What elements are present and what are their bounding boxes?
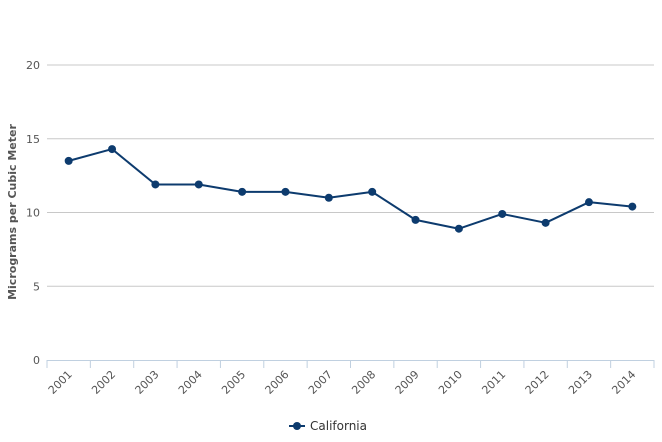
x-tick-label: 2003 (133, 368, 162, 397)
x-tick-label: 2009 (393, 368, 422, 397)
gridlines (47, 64, 654, 287)
legend-item-california[interactable]: California (310, 419, 367, 433)
x-tick-label: 2008 (349, 368, 378, 397)
data-point[interactable] (64, 156, 73, 165)
data-point[interactable] (281, 187, 290, 196)
x-tick-label: 2001 (46, 368, 75, 397)
data-point[interactable] (541, 218, 550, 227)
data-point[interactable] (628, 202, 637, 211)
y-axis-ticks: 0 5 10 15 20 (26, 59, 40, 367)
y-tick-label: 0 (33, 354, 40, 367)
y-axis-label: Micrograms per Cubic Meter (6, 124, 19, 300)
data-point[interactable] (368, 187, 377, 196)
y-tick-label: 20 (26, 59, 40, 72)
x-axis: 2001 2002 2003 2004 2005 2006 2007 2008 2009 2010… (46, 360, 655, 397)
data-point[interactable] (411, 215, 420, 224)
x-tick-label: 2012 (523, 368, 552, 397)
x-tick-label: 2006 (263, 368, 292, 397)
x-tick-label: 2014 (609, 368, 638, 397)
series-line (68, 148, 633, 230)
x-tick-label: 2002 (89, 368, 118, 397)
data-point[interactable] (454, 224, 463, 233)
legend[interactable]: California (289, 419, 367, 433)
x-tick-label: 2010 (436, 368, 465, 397)
y-tick-label: 5 (33, 280, 40, 293)
x-tick-label: 2011 (479, 368, 508, 397)
x-tick-label: 2005 (219, 368, 248, 397)
y-tick-label: 10 (26, 207, 40, 220)
x-tick-label: 2004 (176, 368, 205, 397)
data-point[interactable] (194, 180, 203, 189)
data-point[interactable] (238, 187, 247, 196)
data-point[interactable] (324, 193, 333, 202)
data-point[interactable] (151, 180, 160, 189)
data-point[interactable] (108, 145, 117, 154)
data-point[interactable] (498, 209, 507, 218)
series-california (64, 145, 637, 233)
x-tick-label: 2007 (306, 368, 335, 397)
data-point[interactable] (584, 198, 593, 207)
legend-marker (293, 422, 301, 430)
y-tick-label: 15 (26, 133, 40, 146)
x-tick-label: 2013 (566, 368, 595, 397)
